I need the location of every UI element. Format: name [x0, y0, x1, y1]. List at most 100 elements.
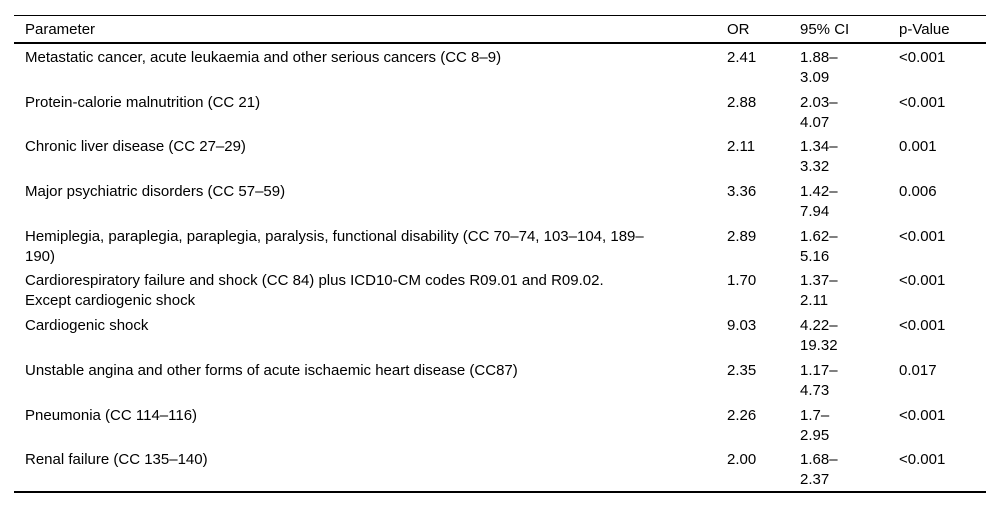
p-value-cell: <0.001	[899, 402, 986, 447]
odds-ratio-value: 1.70	[727, 272, 757, 290]
parameter-text-line: Pneumonia (CC 114–116)	[25, 406, 198, 424]
p-value-cell: 0.017	[899, 357, 986, 402]
odds-ratio-value: 2.89	[727, 227, 757, 245]
table-header-row: Parameter OR 95% CI p-Value	[14, 16, 986, 44]
parameter-text-line: Hemiplegia, paraplegia, paraplegia, para…	[25, 227, 644, 245]
parameter-text-line: 190)	[25, 247, 56, 265]
odds-ratio-cell: 1.70	[727, 267, 800, 312]
p-value-cell: <0.001	[899, 89, 986, 134]
parameter-text-line: Metastatic cancer, acute leukaemia and o…	[25, 49, 502, 66]
odds-ratio-value: 9.03	[727, 317, 757, 335]
parameter-cell: Major psychiatric disorders (CC 57–59)	[14, 178, 727, 223]
confidence-interval-cell: 1.88– 3.09	[800, 44, 899, 89]
p-value: <0.001	[899, 93, 946, 111]
odds-ratio-value: 3.36	[727, 183, 757, 201]
confidence-interval-line: 1.62–	[800, 227, 838, 245]
odds-ratio-value: 2.35	[727, 361, 757, 379]
odds-ratio-value: 2.11	[727, 138, 756, 156]
parameter-text-line: Major psychiatric disorders (CC 57–59)	[25, 183, 286, 201]
table-row: Protein-calorie malnutrition (CC 21) 2.88…	[14, 89, 986, 134]
parameter-text-line: Unstable angina and other forms of acute…	[25, 361, 518, 379]
odds-ratio-table: Parameter OR 95% CI p-Value Metastatic c…	[14, 15, 986, 493]
p-value-cell: 0.006	[899, 178, 986, 223]
odds-ratio-cell: 3.36	[727, 178, 800, 223]
confidence-interval-cell: 1.17– 4.73	[800, 357, 899, 402]
confidence-interval-line: 4.22–	[800, 317, 838, 335]
confidence-interval-line: 1.42–	[800, 183, 838, 201]
confidence-interval-cell: 1.42– 7.94	[800, 178, 899, 223]
p-value: <0.001	[899, 49, 946, 66]
confidence-interval-cell: 1.7– 2.95	[800, 402, 899, 447]
p-value: <0.001	[899, 406, 946, 424]
table-row: Metastatic cancer, acute leukaemia and o…	[14, 44, 986, 89]
confidence-interval-line: 7.94	[800, 203, 830, 221]
p-value: <0.001	[899, 451, 946, 469]
column-header-pvalue: p-Value	[899, 16, 986, 44]
table-row: Major psychiatric disorders (CC 57–59) 3.…	[14, 178, 986, 223]
confidence-interval-line: 5.16	[800, 247, 830, 265]
p-value-cell: <0.001	[899, 223, 986, 268]
p-value-cell: <0.001	[899, 267, 986, 312]
odds-ratio-cell: 2.26	[727, 402, 800, 447]
table-row: Unstable angina and other forms of acute…	[14, 357, 986, 402]
confidence-interval-line: 1.37–	[800, 272, 838, 290]
parameter-cell: Hemiplegia, paraplegia, paraplegia, para…	[14, 223, 727, 268]
odds-ratio-cell: 9.03	[727, 312, 800, 357]
confidence-interval-line: 19.32	[800, 337, 838, 355]
parameter-cell: Cardiorespiratory failure and shock (CC …	[14, 267, 727, 312]
confidence-interval-line: 1.34–	[800, 138, 838, 156]
confidence-interval-line: 4.73	[800, 381, 830, 399]
table-row: Hemiplegia, paraplegia, paraplegia, para…	[14, 223, 986, 268]
confidence-interval-line: 2.11	[800, 292, 829, 310]
confidence-interval-cell: 2.03– 4.07	[800, 89, 899, 134]
parameter-text-line: Chronic liver disease (CC 27–29)	[25, 138, 246, 156]
parameter-cell: Protein-calorie malnutrition (CC 21)	[14, 89, 727, 134]
confidence-interval-line: 1.68–	[800, 451, 838, 469]
parameter-text-line: Protein-calorie malnutrition (CC 21)	[25, 93, 261, 111]
confidence-interval-line: 2.37	[800, 471, 830, 489]
confidence-interval-line: 2.95	[800, 426, 830, 444]
confidence-interval-cell: 1.68– 2.37	[800, 446, 899, 491]
confidence-interval-line: 1.88–	[800, 49, 838, 66]
odds-ratio-cell: 2.35	[727, 357, 800, 402]
parameter-cell: Pneumonia (CC 114–116)	[14, 402, 727, 447]
p-value-cell: <0.001	[899, 312, 986, 357]
p-value: <0.001	[899, 272, 946, 290]
parameter-text-line: Except cardiogenic shock	[25, 292, 196, 310]
confidence-interval-cell: 4.22– 19.32	[800, 312, 899, 357]
parameter-cell: Renal failure (CC 135–140)	[14, 446, 727, 491]
table-row: Pneumonia (CC 114–116) 2.26 1.7– 2.95 <0.001	[14, 402, 986, 447]
confidence-interval-line: 3.09	[800, 69, 830, 86]
odds-ratio-value: 2.00	[727, 451, 757, 469]
p-value-cell: 0.001	[899, 133, 986, 178]
p-value-cell: <0.001	[899, 44, 986, 89]
odds-ratio-cell: 2.89	[727, 223, 800, 268]
parameter-text-line: Cardiorespiratory failure and shock (CC …	[25, 272, 604, 290]
odds-ratio-cell: 2.41	[727, 44, 800, 89]
parameter-cell: Metastatic cancer, acute leukaemia and o…	[14, 44, 727, 89]
odds-ratio-cell: 2.00	[727, 446, 800, 491]
p-value: <0.001	[899, 317, 946, 335]
parameter-cell: Chronic liver disease (CC 27–29)	[14, 133, 727, 178]
confidence-interval-line: 4.07	[800, 113, 830, 131]
parameter-cell: Unstable angina and other forms of acute…	[14, 357, 727, 402]
p-value: <0.001	[899, 227, 946, 245]
confidence-interval-line: 1.7–	[800, 406, 830, 424]
odds-ratio-cell: 2.11	[727, 133, 800, 178]
parameter-cell: Cardiogenic shock	[14, 312, 727, 357]
confidence-interval-cell: 1.62– 5.16	[800, 223, 899, 268]
table-row: Cardiorespiratory failure and shock (CC …	[14, 267, 986, 312]
parameter-text-line: Cardiogenic shock	[25, 317, 149, 335]
table-row: Cardiogenic shock 9.03 4.22– 19.32 <0.001	[14, 312, 986, 357]
p-value: 0.006	[899, 183, 937, 201]
confidence-interval-line: 1.17–	[800, 361, 838, 379]
confidence-interval-cell: 1.37– 2.11	[800, 267, 899, 312]
odds-ratio-value: 2.41	[727, 49, 757, 66]
confidence-interval-line: 2.03–	[800, 93, 838, 111]
p-value: 0.017	[899, 361, 937, 379]
column-header-or: OR	[727, 16, 800, 44]
odds-ratio-cell: 2.88	[727, 89, 800, 134]
table-row: Renal failure (CC 135–140) 2.00 1.68– 2.37 <…	[14, 446, 986, 491]
confidence-interval-line: 3.32	[800, 158, 830, 176]
column-header-parameter: Parameter	[14, 16, 727, 44]
